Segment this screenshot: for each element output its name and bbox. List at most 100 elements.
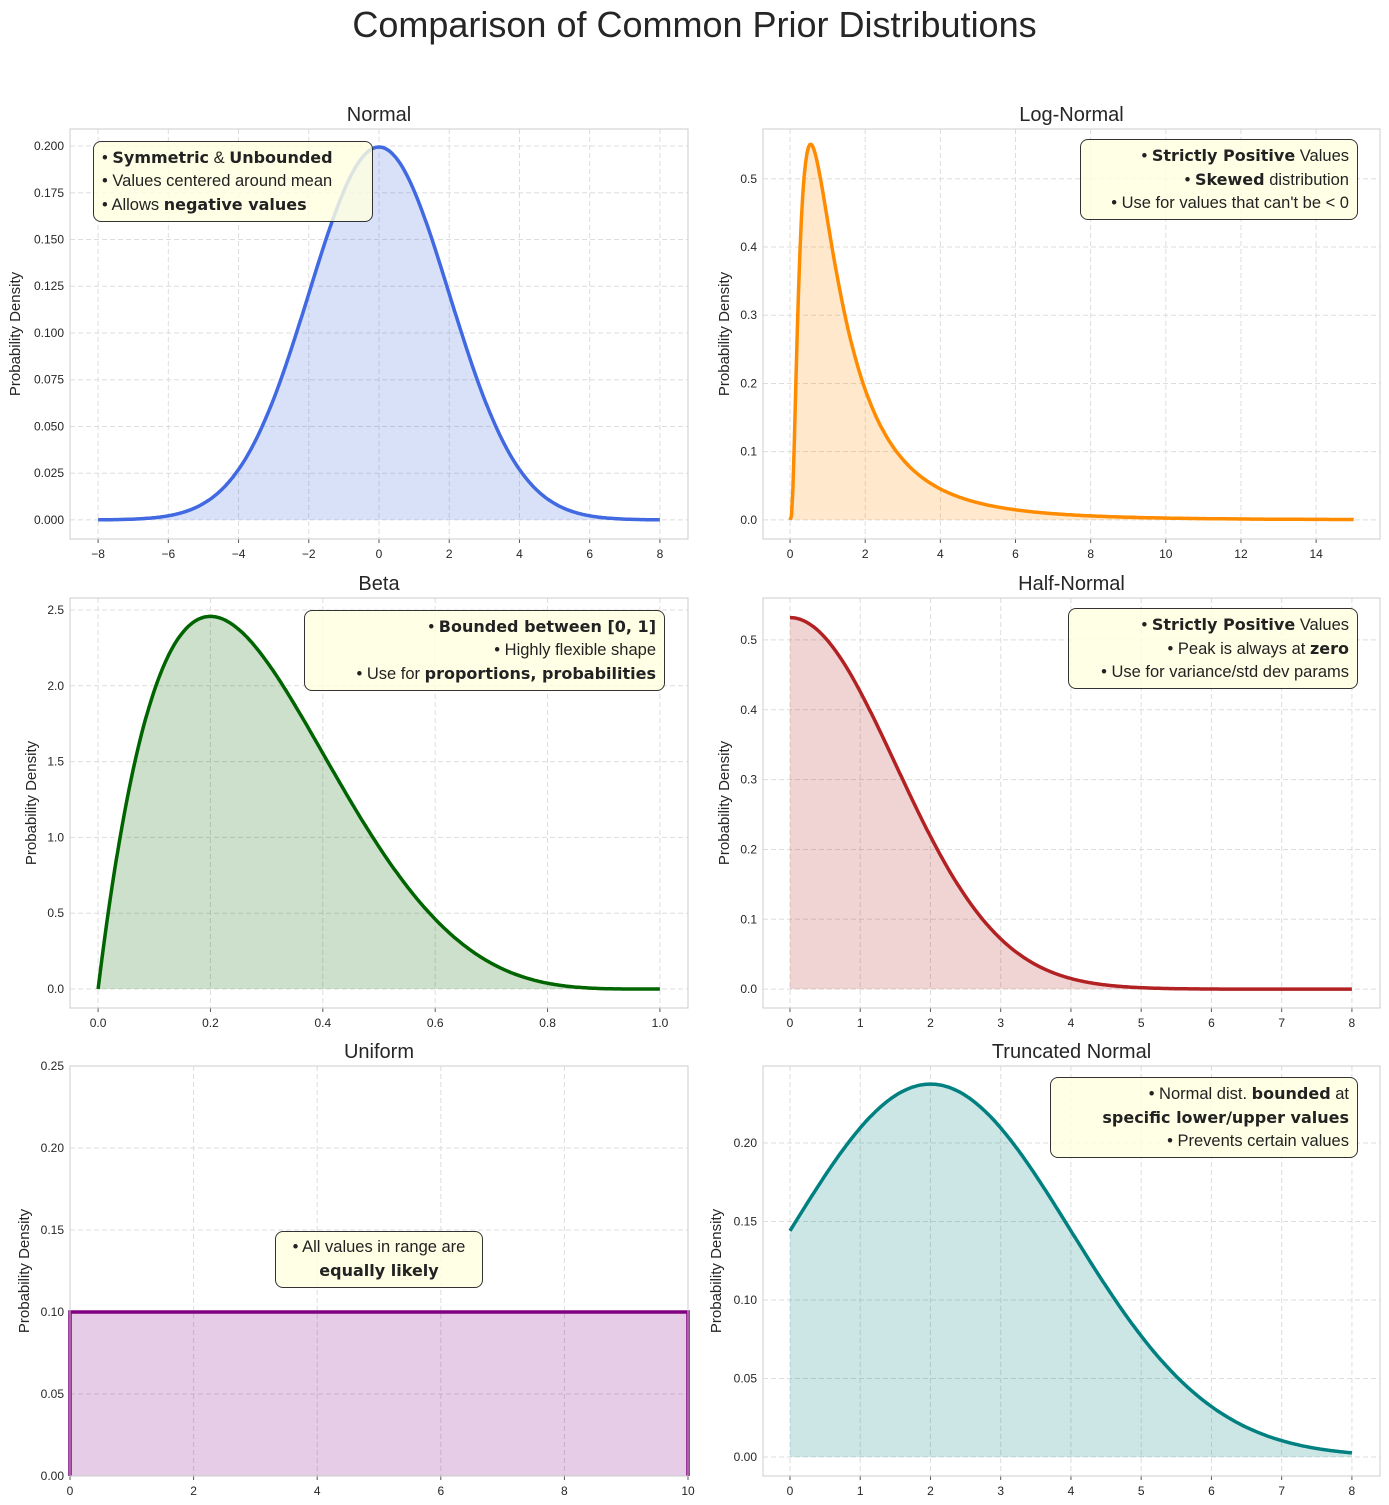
- y-tick-label: 0.5: [47, 906, 64, 920]
- y-tick-label: 0.175: [34, 186, 64, 200]
- annotation-bold-text: Skewed: [1194, 170, 1265, 189]
- x-tick-label: 6: [437, 1484, 444, 1498]
- annotation-line: • Allows negative values: [102, 193, 364, 217]
- density-line: [97, 145, 661, 522]
- y-tick-label: 0.000: [34, 513, 64, 527]
- density-line: [788, 142, 1355, 522]
- x-tick-label: 8: [657, 547, 664, 561]
- annotation-text: • Use for values that can't be < 0: [1111, 194, 1349, 212]
- x-tick-label: 7: [1278, 1484, 1285, 1498]
- x-tick-label: −6: [161, 547, 175, 561]
- x-tick-label: 0.2: [202, 1016, 219, 1030]
- annotation-line: • Strictly Positive Values: [1089, 144, 1350, 168]
- y-tick-label: 0.0: [740, 982, 757, 996]
- x-tick-label: 14: [1309, 547, 1323, 561]
- y-tick-label: 0.05: [41, 1387, 65, 1401]
- annotation-text: • Normal dist.: [1148, 1085, 1252, 1103]
- y-tick-label: 0.00: [41, 1469, 65, 1483]
- axes-frame: [762, 597, 1381, 1009]
- figure-title: Comparison of Common Prior Distributions: [352, 4, 1037, 45]
- x-tick-label: 1: [857, 1484, 864, 1498]
- x-tick-label: 8: [1349, 1484, 1356, 1498]
- annotation-text: • Prevents certain values: [1167, 1132, 1349, 1150]
- x-tick-label: 2: [190, 1484, 197, 1498]
- y-tick-label: 0.100: [34, 326, 64, 340]
- density-fill: [98, 616, 660, 990]
- y-axis-label: Probability Density: [16, 1208, 33, 1333]
- density-fill: [790, 144, 1354, 520]
- x-tick-label: 3: [997, 1484, 1004, 1498]
- y-tick-label: 0.0: [47, 982, 64, 996]
- y-tick-label: 0.25: [41, 1059, 65, 1073]
- annotation-text: •: [428, 618, 439, 636]
- annotation-box: • Symmetric & Unbounded • Values centered…: [93, 141, 373, 222]
- y-tick-label: 0.2: [740, 376, 757, 390]
- subplot-title: Normal: [347, 104, 411, 126]
- annotation-line: • Use for values that can't be < 0: [1089, 192, 1349, 215]
- density-line: [96, 614, 661, 991]
- annotation-bold-text: bounded: [1251, 1084, 1331, 1103]
- annotation-text: &: [209, 149, 230, 167]
- annotation-text: • Use for variance/std dev params: [1101, 663, 1349, 681]
- annotation-line: • Highly flexible shape: [313, 639, 656, 662]
- annotation-text: •: [102, 149, 113, 167]
- y-tick-label: 0.3: [740, 773, 757, 787]
- annotation-text: Values: [1295, 616, 1349, 634]
- x-tick-label: 0: [787, 1016, 794, 1030]
- annotation-line: • Skewed distribution: [1089, 168, 1349, 192]
- x-tick-label: 8: [1087, 547, 1094, 561]
- annotation-bold-text: specific lower/upper values: [1102, 1108, 1349, 1127]
- x-tick-label: 8: [1349, 1016, 1356, 1030]
- y-tick-label: 0.10: [41, 1305, 65, 1319]
- x-tick-label: 4: [1068, 1016, 1075, 1030]
- axes-frame: [69, 597, 689, 1009]
- x-tick-label: 7: [1278, 1016, 1285, 1030]
- y-tick-label: 0.4: [740, 240, 757, 254]
- annotation-text: Values: [1295, 147, 1349, 165]
- annotation-line: • Use for proportions, probabilities: [313, 662, 657, 686]
- x-tick-label: 6: [1012, 547, 1019, 561]
- x-tick-label: 5: [1138, 1016, 1145, 1030]
- y-tick-label: 0.0: [740, 513, 757, 527]
- annotation-bold-text: Symmetric: [112, 148, 210, 167]
- x-tick-label: 10: [1159, 547, 1173, 561]
- density-fill: [789, 1084, 1352, 1457]
- y-tick-label: 1.5: [47, 755, 64, 769]
- y-tick-label: 0.2: [740, 842, 757, 856]
- annotation-text: at: [1330, 1085, 1349, 1103]
- annotation-text: • Use for: [356, 665, 425, 683]
- x-tick-label: 3: [997, 1016, 1004, 1030]
- density-line: [788, 1082, 1353, 1455]
- annotation-line: • All values in range are: [284, 1236, 474, 1259]
- x-tick-label: 2: [927, 1016, 934, 1030]
- subplot-title: Half-Normal: [1018, 573, 1125, 595]
- axes-frame: [762, 1065, 1381, 1477]
- x-tick-label: 1: [857, 1016, 864, 1030]
- x-tick-label: 5: [1138, 1484, 1145, 1498]
- annotation-text: distribution: [1264, 171, 1349, 189]
- annotation-bold-text: Strictly Positive: [1151, 146, 1296, 165]
- density-fill: [789, 617, 1352, 990]
- y-tick-label: 0.5: [740, 633, 757, 647]
- x-tick-label: 0: [787, 1484, 794, 1498]
- y-tick-label: 0.1: [740, 912, 757, 926]
- x-tick-label: 0: [787, 547, 794, 561]
- y-axis-label: Probability Density: [716, 271, 733, 396]
- density-line: [789, 615, 1353, 991]
- annotation-text: • All values in range are: [292, 1238, 466, 1256]
- y-tick-label: 0.3: [740, 308, 757, 322]
- annotation-text: •: [1141, 147, 1152, 165]
- annotation-line: specific lower/upper values: [1059, 1106, 1349, 1130]
- x-tick-label: 1.0: [652, 1016, 669, 1030]
- x-tick-label: 6: [1208, 1016, 1215, 1030]
- annotation-line: • Values centered around mean: [102, 170, 364, 193]
- density-fill: [98, 147, 660, 520]
- annotation-line: • Bounded between [0, 1]: [313, 615, 656, 639]
- annotation-text: •: [1184, 171, 1195, 189]
- x-tick-label: 0.0: [90, 1016, 107, 1030]
- x-tick-label: 8: [561, 1484, 568, 1498]
- x-tick-label: 0: [67, 1484, 74, 1498]
- annotation-box: • Normal dist. bounded at specific lower/…: [1050, 1077, 1358, 1158]
- annotation-text: • Values centered around mean: [102, 172, 333, 190]
